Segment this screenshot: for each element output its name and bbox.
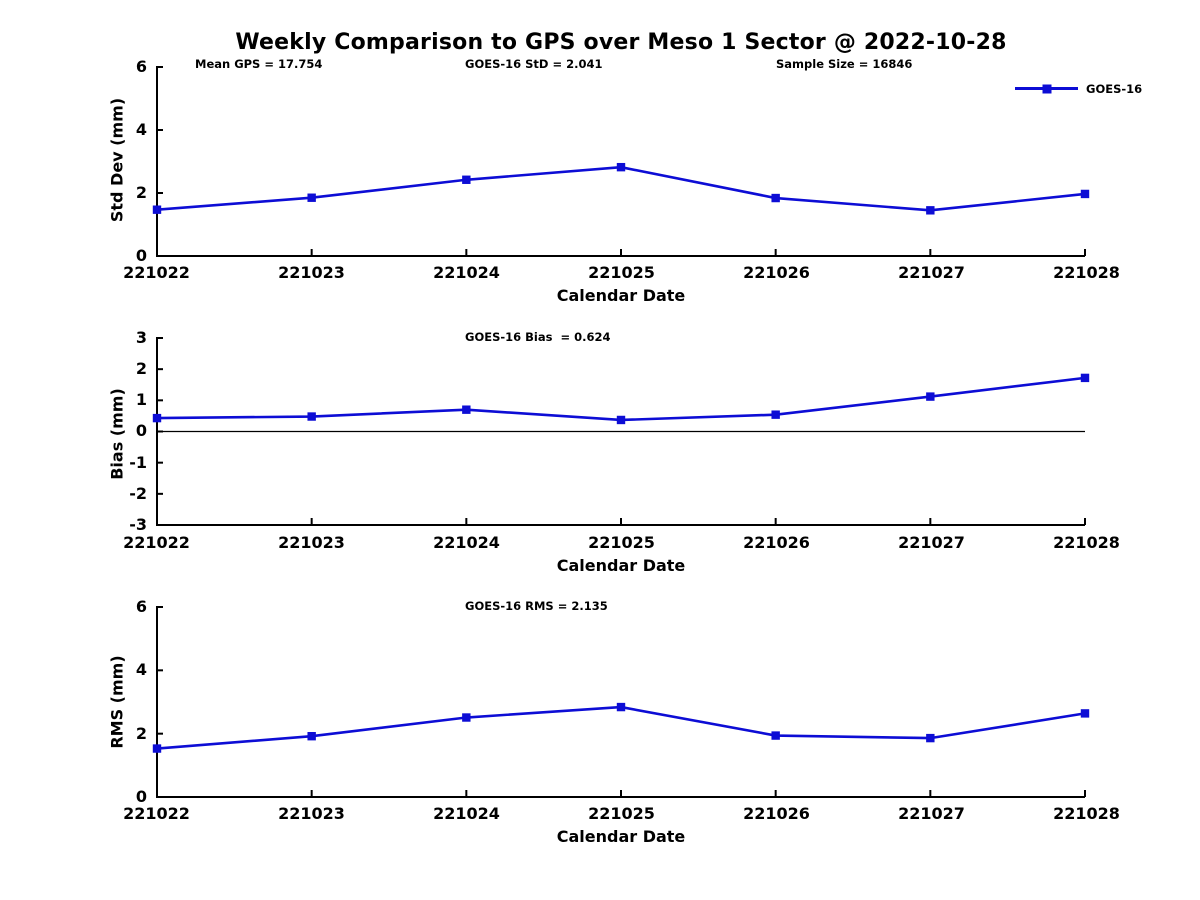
y-tick: 2 (135, 183, 147, 202)
x-tick: 221026 (743, 804, 810, 823)
x-tick: 221025 (588, 533, 655, 552)
data-point-marker (771, 193, 780, 203)
data-point-marker (307, 412, 316, 421)
x-tick: 221028 (1053, 263, 1120, 282)
data-point-marker (152, 413, 162, 423)
x-tick: 221023 (278, 263, 345, 282)
x-tick: 221025 (588, 263, 655, 282)
series-line (156, 376, 1086, 422)
x-tick: 221026 (743, 533, 810, 552)
annotation-mean-gps: Mean GPS = 17.754 (195, 57, 323, 71)
y-tick: 0 (135, 246, 147, 265)
x-tick: 221026 (743, 263, 810, 282)
x-tick: 221028 (1053, 533, 1120, 552)
legend-label: GOES-16 (1086, 81, 1143, 96)
x-ticks-rms: 221022 221023 221024 221025 221026 22102… (79, 804, 1165, 823)
data-point-marker (462, 175, 471, 184)
data-point-marker (152, 205, 162, 214)
rms-panel-title: GOES-16 RMS = 2.135 (465, 599, 608, 613)
data-point-marker (926, 733, 935, 743)
data-point-marker (462, 405, 471, 414)
y-tick: 2 (135, 359, 147, 379)
y-tick: 1 (135, 390, 147, 410)
y-ticks-rms: 6 4 2 0 (57, 597, 147, 807)
data-point-marker (771, 731, 780, 740)
data-point-marker (616, 415, 626, 425)
y-tick: 2 (135, 723, 147, 743)
y-ticks-stddev: 6 4 2 0 (57, 57, 147, 266)
y-tick: 6 (135, 57, 147, 76)
axis-frame (156, 66, 1085, 257)
bias-panel-title: GOES-16 Bias = 0.624 (465, 330, 611, 344)
x-axis-label-rms: Calendar Date (556, 827, 686, 846)
x-axis-label-stddev: Calendar Date (556, 286, 686, 305)
x-tick: 221023 (278, 533, 345, 552)
axis-frame (156, 606, 1085, 798)
x-tick: 221025 (588, 804, 655, 823)
series-line (156, 705, 1086, 750)
series-line (156, 165, 1086, 212)
x-ticks-stddev: 221022 221023 221024 221025 221026 22102… (79, 263, 1165, 282)
y-tick: -1 (129, 452, 147, 472)
data-point-marker (1080, 709, 1090, 718)
legend: GOES-16 (1015, 81, 1143, 96)
data-point-marker (926, 392, 935, 401)
data-point-marker (307, 193, 316, 202)
x-ticks-bias: 221022 221023 221024 221025 221026 22102… (79, 533, 1165, 552)
y-tick: 4 (135, 660, 147, 680)
data-point-marker (1080, 189, 1090, 199)
x-tick: 221027 (898, 804, 965, 823)
x-tick: 221022 (123, 804, 190, 823)
x-tick: 221027 (898, 263, 965, 282)
page-title: Weekly Comparison to GPS over Meso 1 Sec… (235, 30, 1007, 55)
x-tick: 221023 (278, 804, 345, 823)
legend-square-marker-icon (1042, 84, 1051, 93)
x-tick: 221024 (433, 533, 500, 552)
annotation-sample-size: Sample Size = 16846 (776, 57, 913, 71)
x-tick: 221022 (123, 533, 190, 552)
data-point-marker (307, 732, 316, 741)
x-tick: 221024 (433, 263, 500, 282)
x-tick: 221028 (1053, 804, 1120, 823)
y-tick: 4 (135, 120, 147, 139)
y-tick: -3 (129, 514, 147, 534)
annotation-goes16-std: GOES-16 StD = 2.041 (465, 57, 603, 71)
data-point-marker (152, 744, 162, 753)
y-tick: -2 (129, 483, 147, 503)
data-point-marker (616, 162, 626, 172)
data-point-marker (1080, 373, 1090, 383)
x-tick: 221027 (898, 533, 965, 552)
data-point-marker (771, 410, 780, 419)
x-tick: 221022 (123, 263, 190, 282)
y-tick: 3 (135, 328, 147, 347)
data-point-marker (616, 702, 626, 712)
x-tick: 221024 (433, 804, 500, 823)
y-tick: 6 (135, 597, 147, 616)
y-tick: 0 (135, 421, 147, 441)
legend-line-sample (1015, 84, 1078, 93)
x-axis-label-bias: Calendar Date (556, 556, 686, 575)
y-tick: 0 (135, 786, 147, 806)
y-ticks-bias: 3 2 1 0 -1 -2 -3 (57, 328, 147, 535)
data-point-marker (926, 206, 935, 215)
data-point-marker (462, 713, 471, 722)
